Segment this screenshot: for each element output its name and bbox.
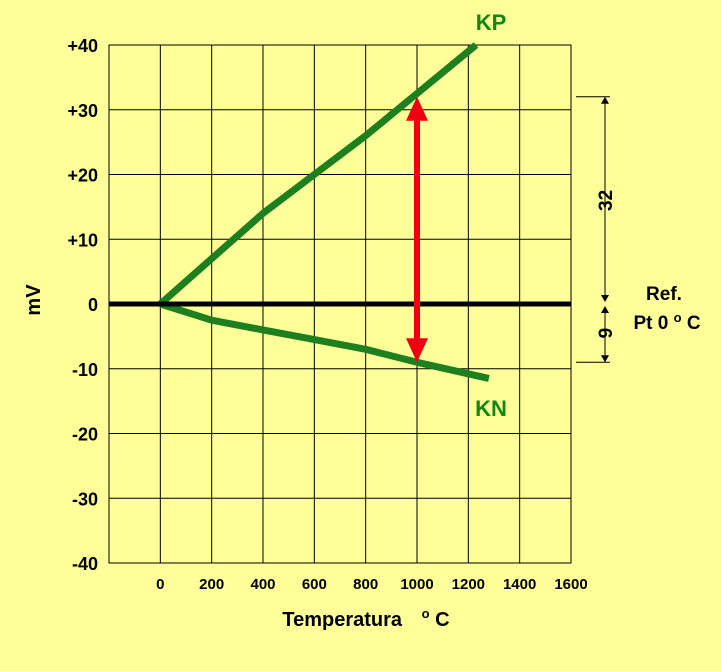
- x-tick-label: 200: [199, 576, 224, 593]
- y-tick-label: -40: [72, 554, 98, 574]
- y-tick-label: +20: [67, 166, 98, 186]
- series-label-kp: KP: [476, 10, 507, 35]
- y-tick-label: +30: [67, 101, 98, 121]
- y-tick-label: 0: [88, 295, 98, 315]
- x-tick-label: 1400: [503, 576, 536, 593]
- dimension-arrow-9-head-top: [601, 306, 609, 313]
- arrow-head-bottom: [406, 338, 428, 363]
- x-tick-label: 1600: [554, 576, 587, 593]
- x-tick-label: 1200: [452, 576, 485, 593]
- series-lines: [158, 42, 490, 382]
- y-axis-title: mV: [23, 284, 45, 316]
- series-label-kn: KN: [475, 396, 507, 421]
- x-axis-title: Temperatura o C: [282, 601, 449, 631]
- x-axis-title-text: Temperatura: [282, 609, 403, 631]
- x-axis-unit: C: [435, 609, 449, 631]
- ref-label-line1: Ref.: [646, 284, 682, 305]
- x-tick-label: 400: [250, 576, 275, 593]
- ref-label-degree-sup: o: [674, 310, 682, 325]
- x-tick-label: 800: [353, 576, 378, 593]
- series-line-kp: [158, 42, 479, 307]
- dimension-marks: 32 9: [576, 96, 617, 363]
- dimension-label-32: 32: [596, 190, 617, 211]
- y-tick-labels: +40 +30 +20 +10 0 -10 -20 -30 -40: [67, 36, 98, 574]
- y-tick-label: -30: [72, 489, 98, 509]
- y-tick-label: +40: [67, 36, 98, 56]
- arrow-head-top: [406, 96, 428, 121]
- x-tick-label: 600: [302, 576, 327, 593]
- ref-label-unit: C: [687, 313, 701, 334]
- dimension-arrow-9-head-bottom: [601, 355, 609, 363]
- y-tick-label: -10: [72, 360, 98, 380]
- dimension-arrow-32-head-bottom: [601, 295, 609, 302]
- ref-label-prefix: Pt 0: [633, 313, 668, 334]
- y-tick-label: -20: [72, 425, 98, 445]
- y-tick-label: +10: [67, 230, 98, 250]
- x-axis-degree-sup: o: [422, 606, 430, 621]
- dimension-arrow-32-head-top: [601, 96, 609, 104]
- x-tick-label: 0: [156, 576, 164, 593]
- difference-arrow: [406, 96, 428, 363]
- x-tick-label: 1000: [400, 576, 433, 593]
- dimension-label-9: 9: [596, 328, 617, 339]
- x-tick-labels: 0 200 400 600 800 1000 1200 1400 1600: [156, 576, 588, 593]
- ref-label-line2: Pt 0 o C: [633, 306, 700, 334]
- series-line-kn: [159, 300, 490, 382]
